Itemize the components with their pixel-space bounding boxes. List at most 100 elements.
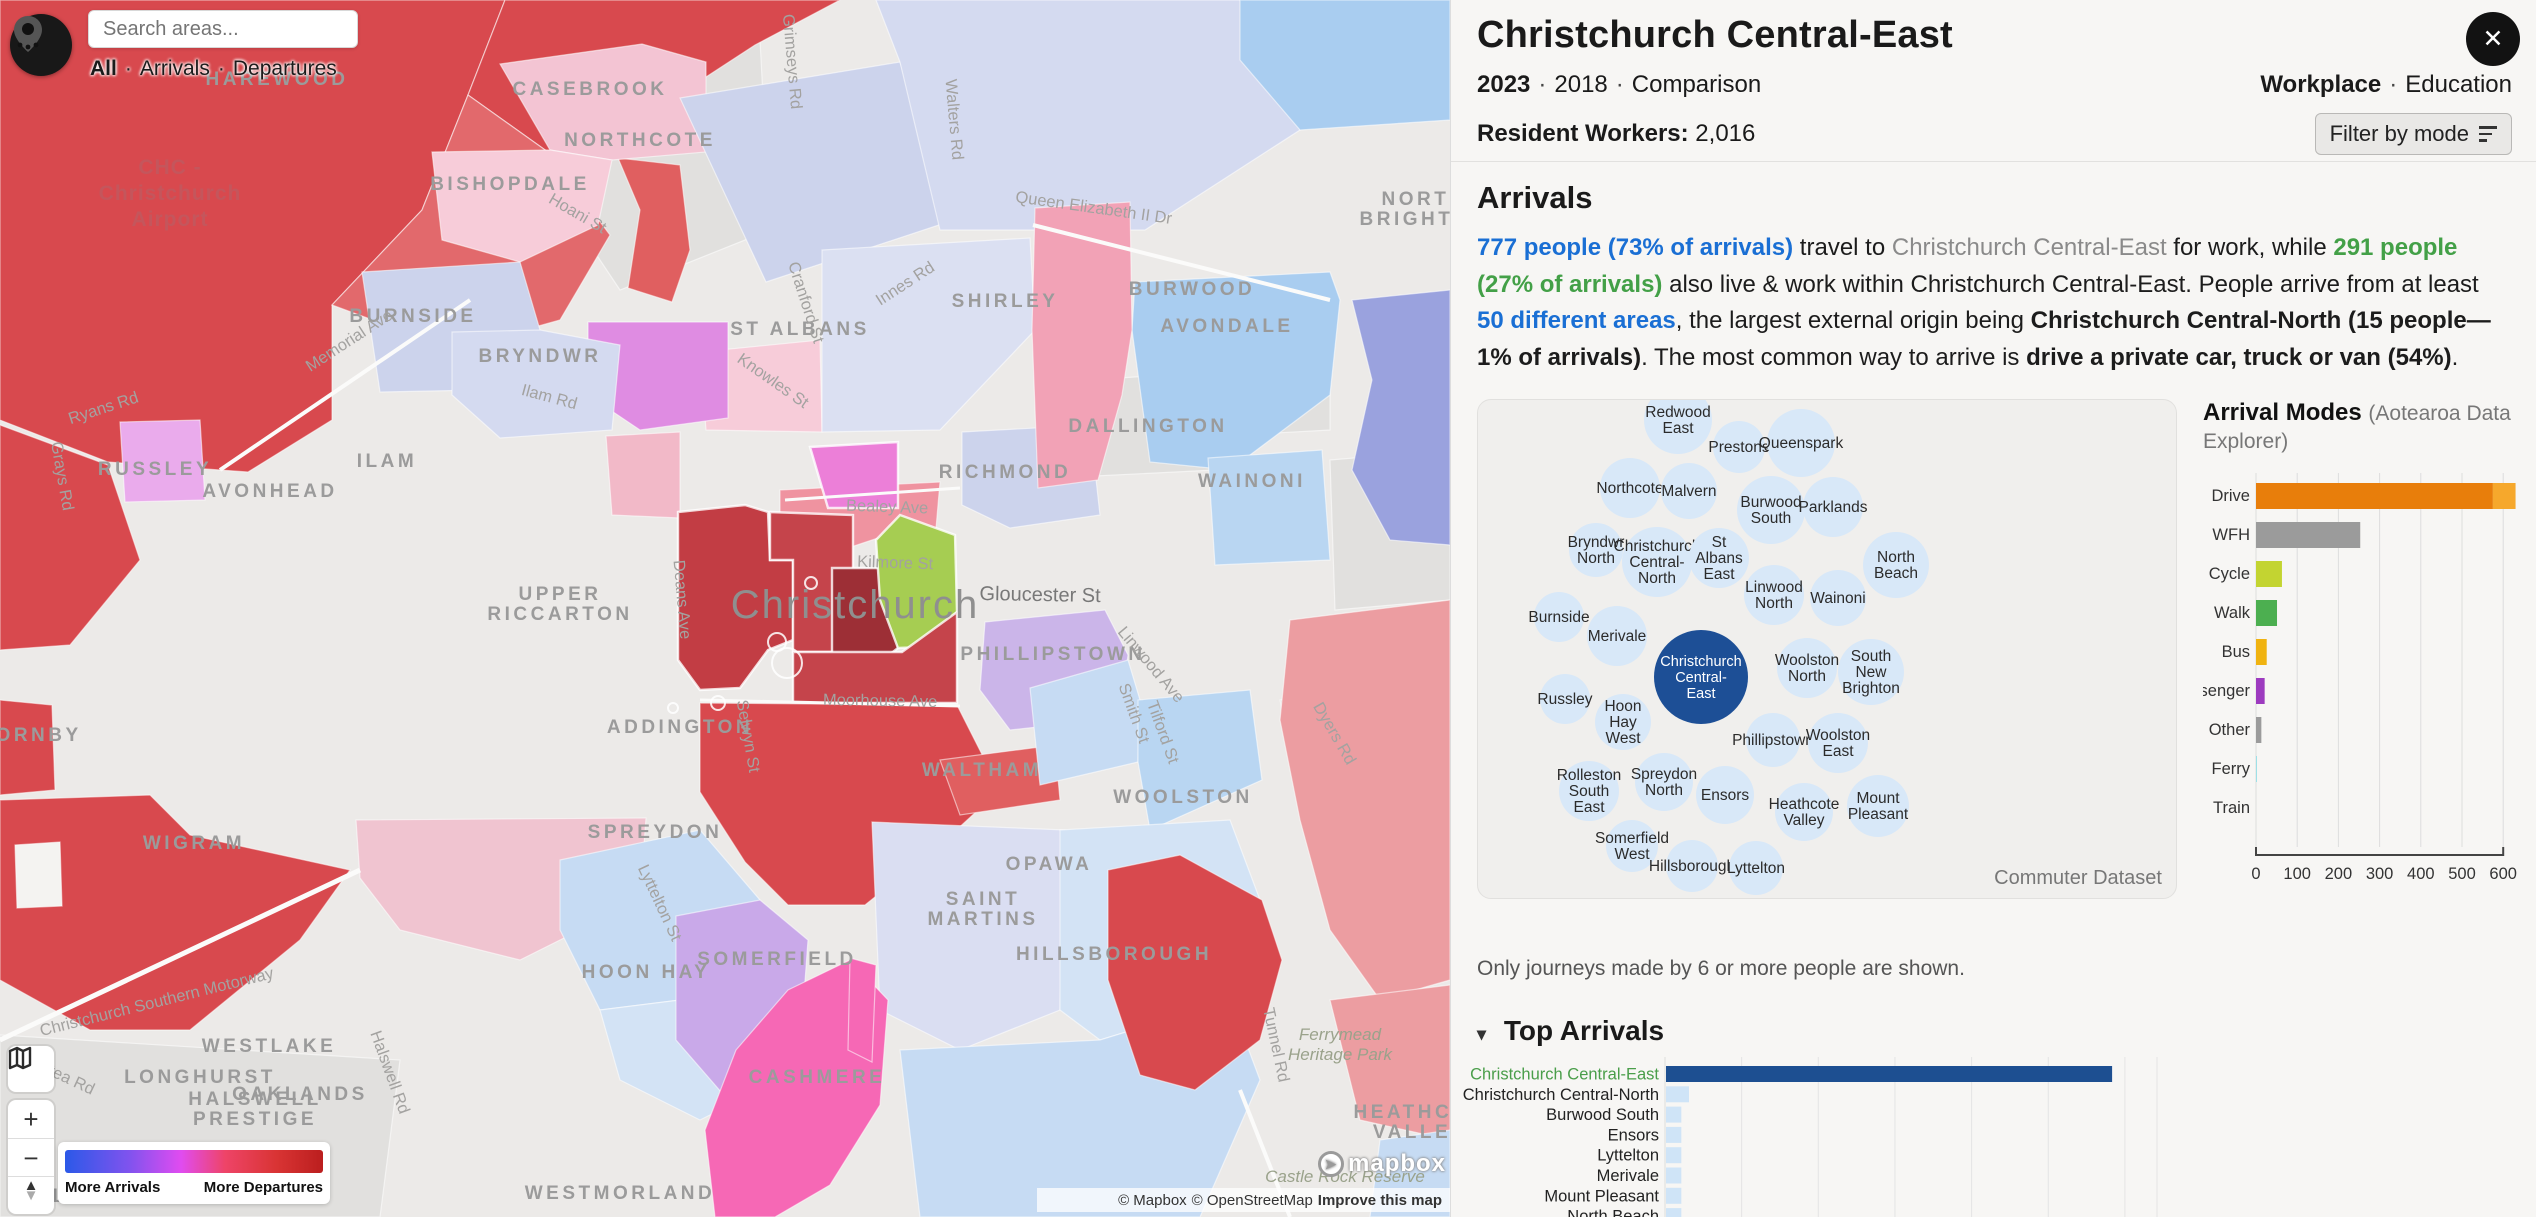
bubble-christchurch-central--east[interactable]: [1654, 629, 1748, 724]
map-label: RICHMOND: [939, 462, 1072, 483]
bubble-ensors[interactable]: [1696, 765, 1754, 824]
meta-option-comparison[interactable]: Comparison: [1631, 71, 1762, 98]
bubble-south-new-brighton[interactable]: [1838, 638, 1904, 705]
improve-map-link[interactable]: Improve this map: [1317, 1191, 1442, 1209]
map-label: Christchurch: [731, 583, 980, 627]
meta-option-2023[interactable]: 2023: [1477, 71, 1531, 98]
meta-option-2018[interactable]: 2018: [1554, 71, 1608, 98]
map-label: Bealey Ave: [846, 497, 929, 518]
top-arrivals-header[interactable]: ▾ Top Arrivals: [1477, 1014, 1665, 1046]
top-arrival-bar[interactable]: [1666, 1167, 1682, 1184]
map-style-button[interactable]: [8, 1046, 54, 1092]
bubble-wainoni[interactable]: [1810, 569, 1866, 626]
bubble-burnside[interactable]: [1534, 591, 1584, 642]
map-icon: [8, 1046, 32, 1070]
app-logo[interactable]: [10, 14, 72, 76]
map-label: ST ALBANS: [730, 319, 870, 340]
bubble-merivale[interactable]: [1587, 605, 1647, 666]
bubble-linwood-north[interactable]: [1744, 564, 1804, 625]
map-label: DALLINGTON: [1068, 416, 1227, 437]
top-arrival-bar[interactable]: [1666, 1147, 1682, 1164]
bubble-heathcote-valley[interactable]: [1775, 782, 1833, 841]
bubble-prestons[interactable]: [1713, 420, 1765, 473]
map-label: CHC -Christchurch Airport: [99, 156, 242, 231]
top-arrival-label: Mount Pleasant: [1544, 1187, 1659, 1205]
map-label: WOOLSTON: [1113, 787, 1253, 808]
svg-text:0: 0: [2251, 865, 2260, 883]
mode-bar[interactable]: [2256, 482, 2493, 509]
bubble-lyttelton[interactable]: [1729, 840, 1783, 895]
map-label: LONGHURST: [124, 1067, 276, 1088]
map-label: Linwood North: [1745, 579, 1803, 612]
mapbox-attr-link[interactable]: © Mapbox: [1118, 1191, 1187, 1209]
bubble-parklands[interactable]: [1803, 476, 1863, 537]
mode-bar[interactable]: [2256, 638, 2267, 665]
meta-option-education[interactable]: Education: [2405, 71, 2512, 98]
map-label: SAINT MARTINS: [927, 889, 1038, 930]
mode-bar[interactable]: [2256, 599, 2278, 626]
bubble-spreydon-north[interactable]: [1635, 752, 1693, 811]
map-canvas[interactable]: CHC -Christchurch Airport HAREWOOD CASEBROO…: [0, 0, 1450, 1217]
bubble-chart-card[interactable]: Redwood East Prestons Queenspark Northcote Ma…: [1477, 398, 2177, 899]
map-pin-icon: [14, 16, 42, 52]
mapbox-logo[interactable]: ➤ mapbox: [1318, 1150, 1446, 1178]
mode-bar[interactable]: [2256, 716, 2262, 743]
osm-attr-link[interactable]: © OpenStreetMap: [1191, 1191, 1313, 1209]
map-label: Woolston North: [1775, 652, 1839, 685]
map-label: ILAM: [357, 451, 417, 472]
bubble-woolston-east[interactable]: [1808, 712, 1868, 773]
bubble-christchurch-central--north[interactable]: [1622, 526, 1692, 597]
bubble-north-beach[interactable]: [1863, 531, 1929, 598]
nav-link-arrivals[interactable]: Arrivals: [139, 57, 210, 80]
filter-icon: [2479, 122, 2497, 146]
mode-bar[interactable]: [2492, 482, 2516, 509]
nav-link-all[interactable]: All: [90, 57, 117, 80]
map-label: Wainoni: [1810, 590, 1865, 607]
top-arrival-bar[interactable]: [1666, 1126, 1682, 1143]
top-arrival-bar[interactable]: [1666, 1207, 1682, 1217]
bubble-phillipstown[interactable]: [1746, 712, 1800, 767]
bubble-woolston-north[interactable]: [1777, 637, 1837, 698]
bubble-bryndwr-north[interactable]: [1569, 522, 1623, 577]
map-label: WESTLAKE: [202, 1036, 337, 1057]
bubble-hillsborough[interactable]: [1666, 839, 1718, 892]
bubble-st-albans-east[interactable]: [1689, 527, 1749, 588]
filter-by-mode-button[interactable]: Filter by mode: [2314, 113, 2512, 155]
bubble-queenspark[interactable]: [1767, 408, 1835, 477]
map-label: Kilmore St: [857, 553, 934, 574]
map-label: Woolston East: [1806, 727, 1870, 760]
map-legend: More Arrivals More Departures: [58, 1142, 330, 1204]
bubble-redwood-east[interactable]: [1644, 399, 1712, 454]
nav-link-departures[interactable]: Departures: [232, 57, 337, 80]
zoom-out-button[interactable]: −: [8, 1138, 54, 1176]
map-label: Somerfield West: [1595, 830, 1669, 863]
resident-workers: Resident Workers: 2,016: [1477, 120, 1755, 148]
mode-label: Other: [2209, 721, 2251, 739]
close-button[interactable]: ✕: [2466, 12, 2520, 66]
bubble-northcote[interactable]: [1600, 457, 1660, 518]
top-arrival-bar[interactable]: [1666, 1086, 1689, 1103]
zoom-in-button[interactable]: +: [23, 1104, 39, 1134]
map-label: Rolleston South East: [1557, 767, 1622, 816]
bubble-somerfield-west[interactable]: [1606, 819, 1658, 872]
top-arrival-bar[interactable]: [1666, 1187, 1682, 1204]
mode-bar[interactable]: [2256, 677, 2265, 704]
top-arrival-bar[interactable]: [1666, 1065, 2113, 1082]
map-label: SOMERFIELD: [697, 949, 857, 970]
top-arrival-label: Christchurch Central-East: [1470, 1065, 1659, 1083]
mode-bar[interactable]: [2256, 521, 2361, 548]
top-arrival-bar[interactable]: [1666, 1106, 1682, 1123]
bubble-mount-pleasant[interactable]: [1847, 774, 1909, 837]
bubble-burwood-south[interactable]: [1737, 475, 1805, 544]
mode-bar[interactable]: [2256, 560, 2282, 587]
map-label: BISHOPDALE: [430, 174, 590, 195]
search-input[interactable]: [88, 10, 358, 48]
top-arrival-label: Christchurch Central-North: [1463, 1086, 1659, 1104]
bubble-rolleston-south-east[interactable]: [1559, 760, 1619, 821]
compass-button[interactable]: ▲ ▼: [8, 1176, 54, 1214]
bubble-malvern[interactable]: [1661, 462, 1717, 519]
bubble-hoon-hay-west[interactable]: [1595, 693, 1651, 750]
bubble-russley[interactable]: [1540, 673, 1590, 724]
zoom-control: + − ▲ ▼: [8, 1100, 54, 1214]
meta-option-workplace[interactable]: Workplace: [2260, 71, 2382, 98]
